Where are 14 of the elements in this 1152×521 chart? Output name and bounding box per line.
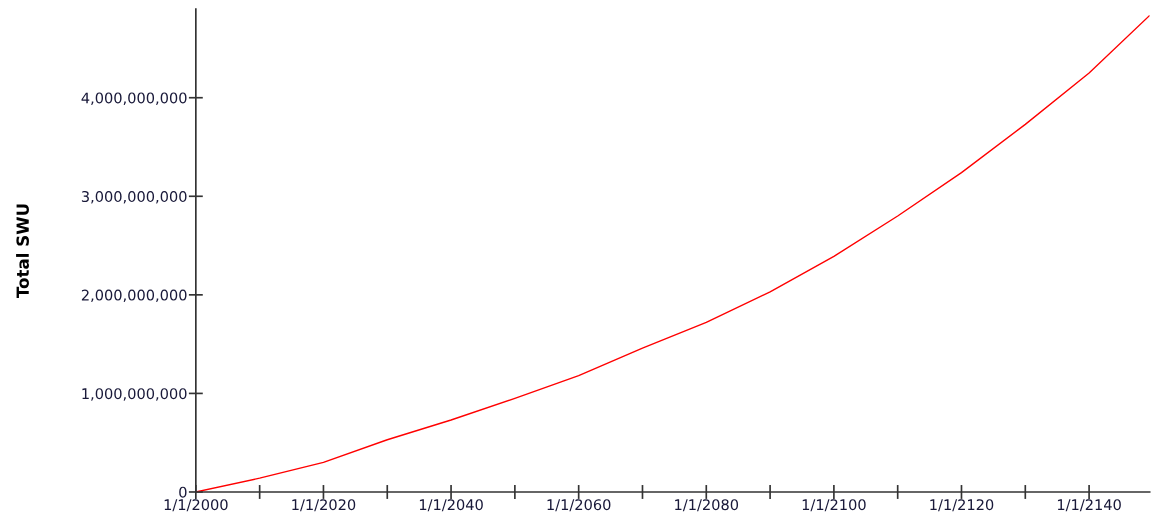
y-tick-label: 1,000,000,000 bbox=[82, 388, 187, 401]
y-tick-label: 0 bbox=[179, 486, 187, 498]
y-tick-label: 3,000,000,000 bbox=[81, 191, 187, 204]
x-tick-label: 1/1/2020 bbox=[292, 499, 356, 512]
x-tick-label: 1/1/2140 bbox=[1057, 499, 1121, 512]
x-tick-label: 1/1/2100 bbox=[802, 499, 866, 512]
x-tick-label: 1/1/2080 bbox=[675, 499, 739, 512]
x-tick-label: 1/1/2040 bbox=[419, 499, 483, 512]
x-tick-label: 1/1/2060 bbox=[547, 499, 611, 512]
x-tick-label: 1/1/2000 bbox=[164, 499, 228, 512]
y-tick-label: 4,000,000,000 bbox=[81, 92, 187, 105]
y-axis-title: Total SWU bbox=[16, 204, 29, 299]
x-tick-label: 1/1/2120 bbox=[930, 499, 994, 512]
y-tick-label: 2,000,000,000 bbox=[81, 289, 187, 303]
